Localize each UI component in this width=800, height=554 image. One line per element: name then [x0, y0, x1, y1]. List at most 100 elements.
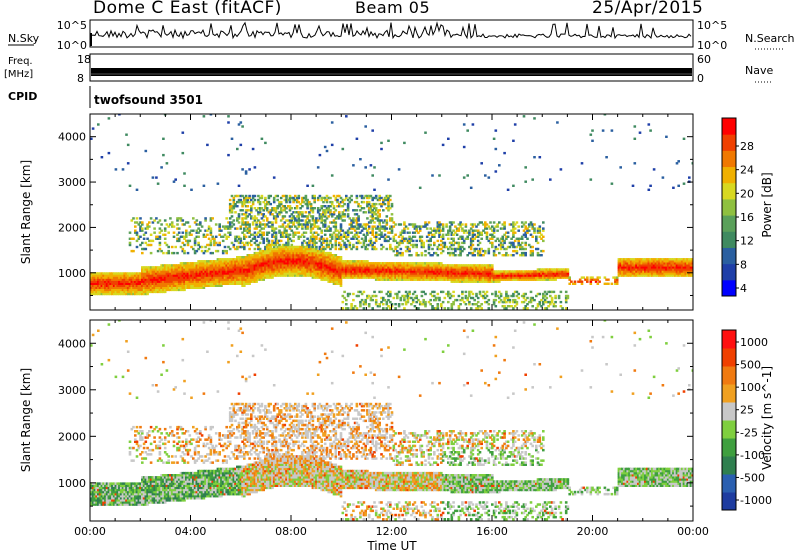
power-cell: [276, 241, 279, 245]
power-cell: [218, 227, 221, 230]
power-cell: [448, 266, 452, 269]
power-cell: [316, 274, 320, 277]
power-cell: [468, 274, 471, 277]
power-cell: [244, 229, 248, 232]
power-cell: [287, 249, 290, 253]
power-cell: [309, 205, 313, 208]
power-cell: [461, 241, 464, 245]
power-cell: [318, 245, 322, 249]
power-cell: [382, 266, 385, 269]
power-cell: [109, 274, 112, 277]
power-cell: [408, 266, 411, 269]
power-cell: [468, 229, 471, 232]
power-cell: [389, 290, 392, 294]
power-cell: [95, 272, 98, 275]
power-cell: [362, 268, 366, 271]
power-cell: [288, 272, 292, 275]
power-cell: [299, 264, 302, 267]
power-cell: [302, 200, 306, 204]
power-cell: [330, 245, 334, 249]
power-cell: [290, 239, 294, 243]
power-cell: [292, 196, 295, 200]
power-cell: [241, 221, 244, 224]
power-cell: [450, 276, 454, 279]
power-cell: [192, 272, 195, 275]
power-cell: [135, 280, 139, 283]
power-cell: [246, 270, 250, 273]
power-cell: [510, 223, 513, 226]
power-cell: [352, 243, 355, 247]
power-cell: [148, 266, 151, 269]
power-cell: [352, 245, 355, 249]
power-cell: [308, 219, 311, 222]
power-cell: [255, 209, 258, 212]
power-cell: [246, 278, 250, 281]
power-cell: [260, 194, 264, 198]
power-cell: [496, 278, 499, 281]
power-cell: [487, 264, 491, 267]
power-cell: [322, 276, 325, 279]
power-cell: [243, 223, 246, 226]
power-cell: [448, 221, 452, 224]
power-cell: [218, 272, 221, 275]
power-cell: [104, 288, 107, 292]
power-cell: [257, 270, 260, 273]
power-cell: [109, 290, 112, 294]
power-cell: [271, 270, 274, 273]
power-cell: [484, 268, 487, 271]
power-cell: [343, 272, 346, 275]
power-cell: [299, 207, 302, 210]
power-cell: [253, 280, 257, 283]
power-cell: [301, 215, 304, 218]
power-cell: [260, 217, 264, 220]
power-cell: [234, 274, 237, 277]
power-cell: [304, 260, 308, 263]
power-cell: [287, 256, 290, 259]
power-cell: [95, 276, 98, 279]
power-cell: [183, 172, 186, 175]
power-cell: [135, 292, 139, 296]
power-cell: [167, 225, 170, 228]
power-cell: [221, 260, 225, 263]
power-cell: [183, 223, 186, 226]
power-cell: [464, 274, 468, 277]
power-cell: [197, 272, 200, 275]
power-cell: [121, 272, 125, 275]
power-cell: [149, 278, 153, 281]
power-cell: [114, 276, 118, 279]
power-cell: [364, 270, 367, 273]
power-cell: [297, 231, 301, 234]
power-cell: [237, 184, 241, 187]
power-cell: [374, 262, 378, 265]
power-cell: [148, 290, 151, 294]
power-cell: [297, 260, 301, 263]
power-cell: [433, 298, 436, 302]
power-cell: [469, 270, 473, 273]
power-cell: [366, 270, 369, 273]
power-cell: [271, 262, 274, 265]
power-cell: [322, 262, 325, 265]
power-cell: [236, 217, 239, 220]
power-cell: [339, 274, 343, 277]
power-cell: [313, 262, 316, 265]
power-cell: [390, 276, 394, 279]
power-cell: [244, 272, 248, 275]
power-cell: [376, 227, 380, 230]
power-cell: [130, 274, 134, 277]
power-cell: [186, 286, 190, 289]
power-cell: [167, 268, 170, 271]
power-cell: [325, 194, 329, 198]
power-cell: [332, 260, 336, 263]
power-cell: [299, 213, 302, 216]
power-cell: [373, 217, 376, 220]
power-cell: [371, 274, 374, 277]
power-cell: [281, 223, 285, 226]
power-cell: [156, 290, 160, 294]
power-cell: [241, 260, 244, 263]
power-cell: [299, 258, 302, 261]
power-cell: [408, 235, 411, 238]
power-cell: [206, 233, 209, 236]
power-cell: [177, 278, 181, 281]
power-cell: [345, 276, 348, 279]
power-cell: [281, 225, 285, 228]
